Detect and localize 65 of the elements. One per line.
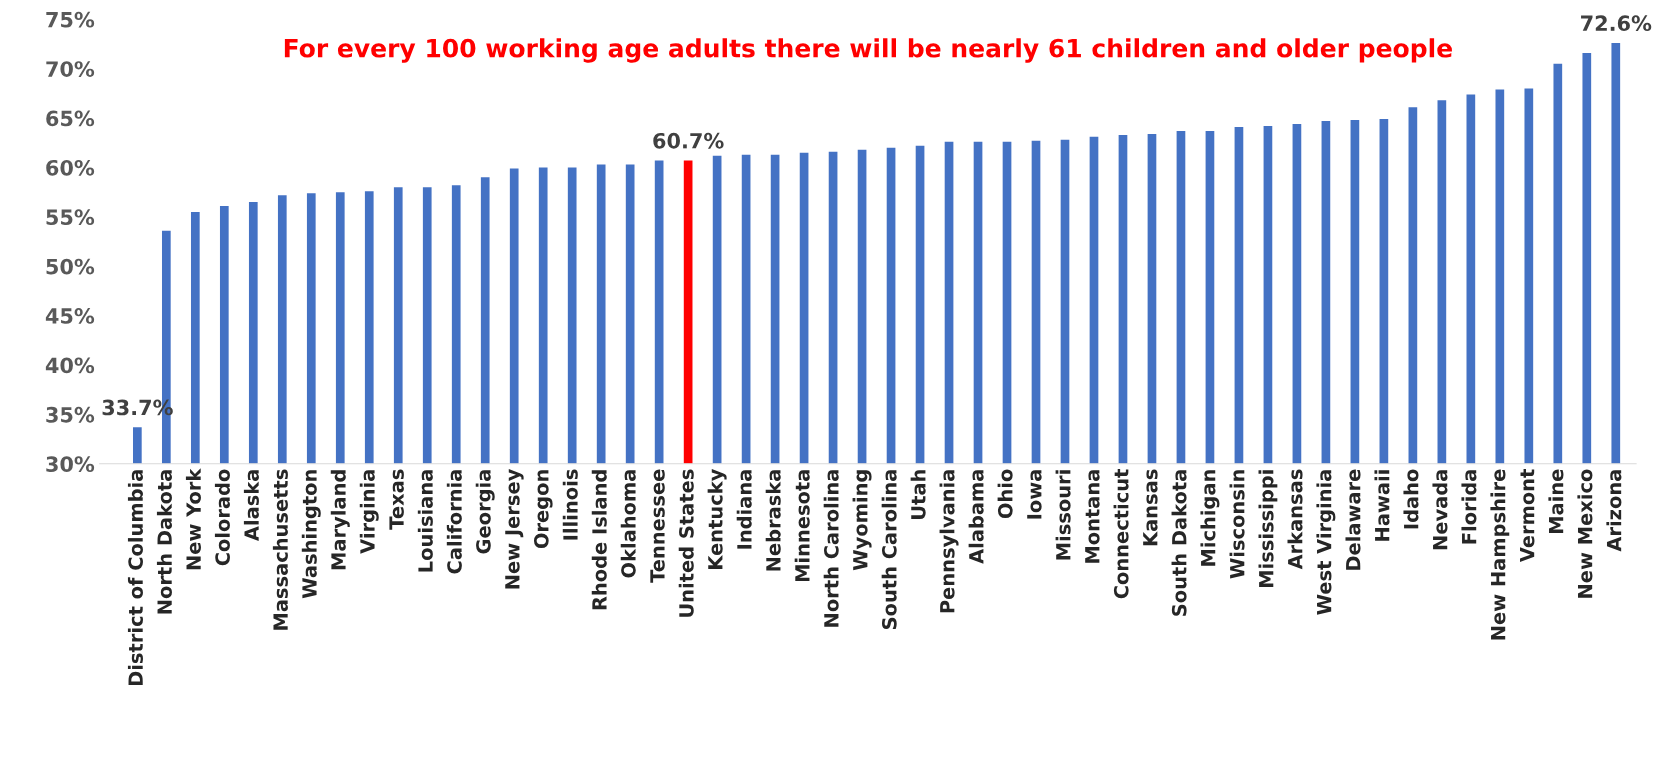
x-tick-label: New Mexico [1577,469,1593,598]
x-tick-label: North Dakota [156,470,172,614]
x-tick-label: Florida [1461,470,1477,544]
y-tick-label: 30% [46,456,95,473]
x-tick-label: District of Columbia [127,470,143,686]
x-tick-label: Texas [389,469,404,530]
x-tick-label: Connecticut [1113,469,1129,599]
x-tick-label: Maine [1548,469,1564,534]
x-tick-label: Delaware [1345,469,1361,570]
y-tick-label: 60% [46,159,95,176]
x-tick-label: New Jersey [505,469,524,589]
x-tick-label: Minnesota [794,470,810,582]
x-tick-label: Virginia [359,470,379,554]
y-tick-label: 45% [45,308,95,324]
x-tick-label: Utah [910,470,926,519]
x-tick-label: South Dakota [1171,470,1187,616]
x-tick-label: Indiana [736,470,752,549]
x-tick-label: Kansas [1143,469,1158,546]
x-tick-label: Colorado [214,469,230,566]
x-tick-label: Idaho [1403,469,1419,529]
x-tick-label: North Carolina [823,470,839,627]
x-tick-label: United States [678,469,694,617]
x-tick-label: Arkansas [1287,469,1303,570]
x-tick-label: Oregon [533,470,553,549]
x-tick-label: South Carolina [881,470,897,630]
x-tick-label: Nebraska [765,470,781,571]
y-tick-label: 65% [46,110,95,127]
x-tick-label: Georgia [475,470,495,554]
data-label: 60.7% [653,132,724,149]
x-tick-label: California [446,470,462,574]
x-tick-label: Ohio [997,469,1013,519]
x-tick-label: Alaska [243,470,259,542]
x-tick-label: Montana [1085,470,1100,563]
x-tick-label: West Virginia [1316,470,1336,615]
y-tick-label: 55% [46,209,95,226]
x-tick-label: Hawaii [1374,470,1390,541]
x-tick-label: Tennessee [650,469,665,583]
y-tick-label: 75% [46,11,95,28]
x-tick-label: Washington [301,470,321,599]
x-tick-label: New York [185,468,201,570]
x-tick-label: Wyoming [852,470,872,571]
x-tick-label: Illinois [562,469,578,540]
x-tick-label: Massachusetts [272,469,288,630]
x-tick-label: Michigan [1200,470,1220,566]
x-tick-label: Rhode Island [591,470,607,610]
x-tick-label: Arizona [1606,470,1622,552]
x-tick-label: Louisiana [417,470,433,572]
x-tick-label: Nevada [1432,470,1448,550]
x-tick-label: Mississippi [1258,470,1278,588]
data-label: 72.6% [1581,15,1652,32]
y-tick-label: 40% [45,357,95,374]
y-tick-label: 50% [46,258,95,275]
x-tick-label: Kentucky [707,469,727,569]
y-tick-label: 70% [46,61,95,77]
x-tick-label: Missouri [1055,470,1071,560]
x-tick-label: Wisconsin [1229,470,1245,579]
x-tick-label: Vermont [1520,469,1535,563]
x-tick-label: Alabama [968,470,984,564]
x-tick-label: Pennsylvania [939,470,959,613]
y-tick-label: 35% [46,406,95,423]
x-tick-label: Oklahoma [620,470,636,578]
text: For every 100 working age adults there will be nearly 61 children and older people [284,38,1452,63]
x-tick-label: New Hampshire [1490,469,1510,640]
x-tick-label: Maryland [330,470,350,570]
x-tick-label: Iowa [1027,470,1042,519]
